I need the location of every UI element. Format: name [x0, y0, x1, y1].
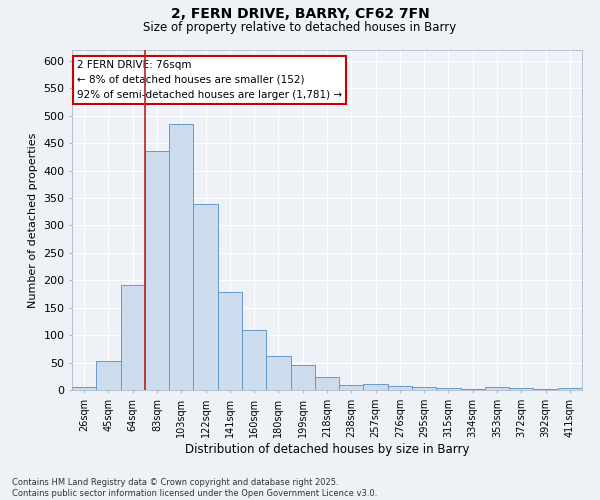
Bar — [388, 386, 412, 390]
Bar — [533, 389, 558, 390]
Bar — [339, 384, 364, 390]
Text: Contains HM Land Registry data © Crown copyright and database right 2025.
Contai: Contains HM Land Registry data © Crown c… — [12, 478, 377, 498]
Bar — [121, 284, 145, 390]
Y-axis label: Number of detached properties: Number of detached properties — [28, 132, 38, 308]
Bar — [509, 388, 533, 390]
Bar — [315, 378, 339, 390]
Bar — [485, 388, 509, 390]
Text: 2 FERN DRIVE: 76sqm
← 8% of detached houses are smaller (152)
92% of semi-detach: 2 FERN DRIVE: 76sqm ← 8% of detached hou… — [77, 60, 342, 100]
Bar — [461, 389, 485, 390]
X-axis label: Distribution of detached houses by size in Barry: Distribution of detached houses by size … — [185, 442, 469, 456]
Bar — [364, 384, 388, 390]
Bar — [436, 388, 461, 390]
Text: Size of property relative to detached houses in Barry: Size of property relative to detached ho… — [143, 21, 457, 34]
Text: 2, FERN DRIVE, BARRY, CF62 7FN: 2, FERN DRIVE, BARRY, CF62 7FN — [170, 8, 430, 22]
Bar — [193, 204, 218, 390]
Bar — [72, 388, 96, 390]
Bar — [218, 292, 242, 390]
Bar — [96, 362, 121, 390]
Bar — [558, 388, 582, 390]
Bar — [145, 152, 169, 390]
Bar — [266, 356, 290, 390]
Bar — [242, 330, 266, 390]
Bar — [412, 386, 436, 390]
Bar — [169, 124, 193, 390]
Bar — [290, 365, 315, 390]
